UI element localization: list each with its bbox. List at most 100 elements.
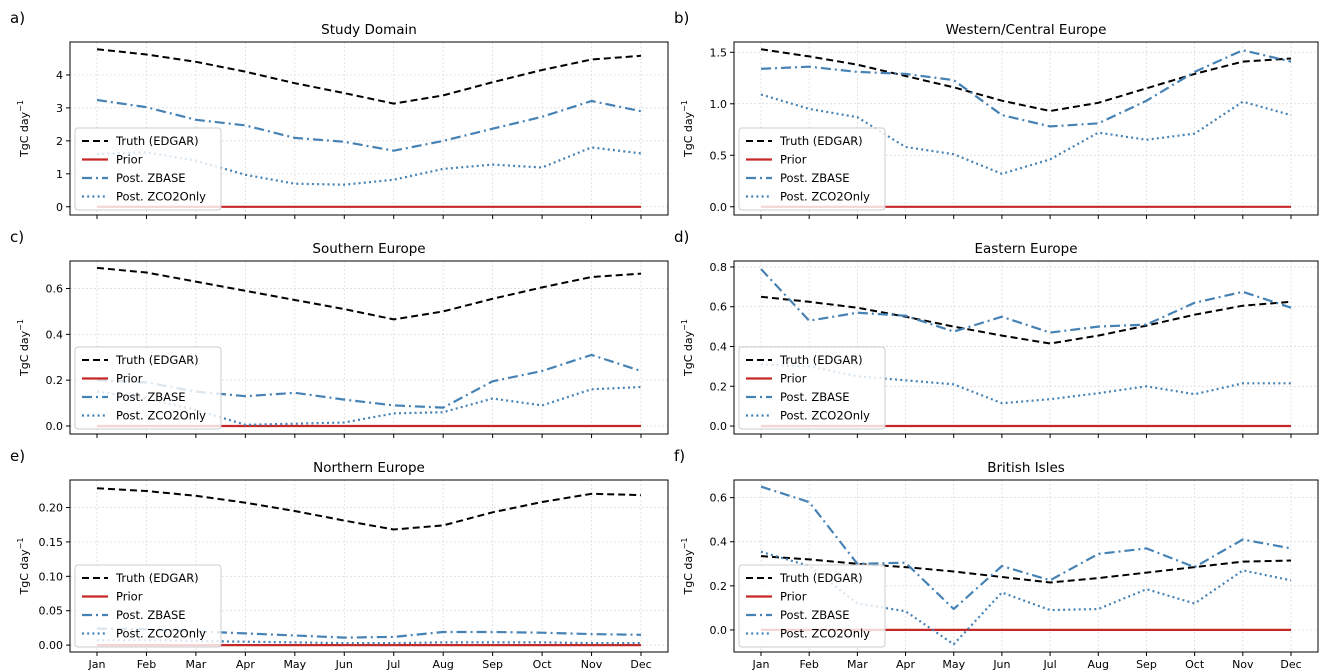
x-tick-label: Jun bbox=[992, 658, 1010, 671]
x-tick-label: Jan bbox=[88, 658, 106, 671]
legend-label: Post. ZBASE bbox=[780, 608, 850, 622]
legend-label: Prior bbox=[780, 372, 807, 386]
x-tick-label: Oct bbox=[533, 658, 553, 671]
y-tick-label: 0.4 bbox=[46, 328, 64, 341]
y-tick-label: 4 bbox=[56, 69, 63, 82]
legend-label: Post. ZBASE bbox=[780, 171, 850, 185]
subplot-title: Western/Central Europe bbox=[946, 22, 1107, 38]
subplot-title: Study Domain bbox=[321, 22, 417, 38]
axes-frame bbox=[733, 479, 1319, 653]
series-line-post-zco2only bbox=[96, 385, 642, 426]
x-tick-label: Sep bbox=[1136, 658, 1157, 671]
legend-label: Prior bbox=[116, 153, 143, 167]
y-tick-label: 0.6 bbox=[710, 301, 728, 314]
legend-label: Post. ZCO2Only bbox=[780, 627, 870, 641]
y-tick-label: 0.5 bbox=[710, 149, 728, 162]
series-line-truth-edgar bbox=[96, 487, 642, 531]
legend-box bbox=[738, 564, 886, 648]
subplot-title: Eastern Europe bbox=[974, 241, 1077, 257]
series-line-post-zco2only bbox=[97, 639, 641, 645]
y-tick-label: 0.6 bbox=[46, 282, 64, 295]
subplot-title: British Isles bbox=[987, 460, 1065, 476]
y-axis-label: TgC day−1 bbox=[16, 319, 31, 377]
subplot-f: 0.0 0.2 0.4 0.6 Jan Feb Mar Apr May Jun Jul Aug Sep O… bbox=[674, 447, 1319, 671]
x-tick-label: Aug bbox=[432, 658, 453, 671]
y-tick-label: 3 bbox=[56, 102, 63, 115]
legend: Truth (EDGAR) Prior Post. ZBASE Post. ZCO2O… bbox=[74, 127, 222, 211]
y-tick-label: 0 bbox=[56, 201, 63, 214]
subplot-b: 0.0 0.5 1.0 1.5 Western/Central Europe b) TgC … bbox=[674, 9, 1319, 219]
series-line-post-zco2only bbox=[96, 146, 642, 186]
y-tick-label: 0.0 bbox=[46, 420, 64, 433]
y-axis-label-exponent: −1 bbox=[680, 100, 689, 112]
legend-label: Truth (EDGAR) bbox=[115, 134, 199, 148]
legend-box bbox=[738, 346, 886, 430]
axes-frame bbox=[733, 260, 1319, 435]
y-axis-label-exponent: −1 bbox=[680, 538, 689, 550]
y-axis-label: TgC day−1 bbox=[680, 319, 695, 377]
series-line-truth-edgar bbox=[96, 48, 642, 105]
y-axis-label: TgC day−1 bbox=[680, 538, 695, 596]
subplot-title: Southern Europe bbox=[312, 241, 425, 257]
y-tick-label: 1 bbox=[56, 168, 63, 181]
y-tick-label: 0.05 bbox=[39, 605, 64, 618]
series-line-truth-edgar bbox=[760, 48, 1292, 112]
x-tick-label: Oct bbox=[1185, 658, 1205, 671]
x-tick-label: Dec bbox=[1280, 658, 1301, 671]
panel-label: e) bbox=[10, 447, 25, 465]
legend-box bbox=[738, 127, 886, 211]
series-line-post-zbase bbox=[760, 268, 1292, 334]
y-axis-label-exponent: −1 bbox=[16, 538, 25, 550]
x-tick-label: Feb bbox=[137, 658, 156, 671]
x-tick-label: Nov bbox=[1232, 658, 1254, 671]
y-tick-label: 0.4 bbox=[710, 536, 728, 549]
legend: Truth (EDGAR) Prior Post. ZBASE Post. ZCO2O… bbox=[74, 346, 222, 430]
legend-label: Truth (EDGAR) bbox=[115, 353, 199, 367]
legend-label: Post. ZBASE bbox=[116, 171, 186, 185]
y-tick-label: 0.0 bbox=[710, 420, 728, 433]
axes-frame bbox=[69, 41, 669, 216]
x-tick-label: Apr bbox=[896, 658, 916, 671]
x-tick-label: Feb bbox=[799, 658, 818, 671]
x-tick-label: Mar bbox=[847, 658, 868, 671]
series-line-post-zco2only bbox=[760, 550, 1292, 646]
axes-frame bbox=[69, 479, 669, 653]
y-tick-label: 1.5 bbox=[710, 46, 728, 59]
x-tick-label: Nov bbox=[581, 658, 603, 671]
legend: Truth (EDGAR) Prior Post. ZBASE Post. ZCO2O… bbox=[738, 346, 886, 430]
y-axis-label-exponent: −1 bbox=[680, 319, 689, 331]
legend-label: Prior bbox=[116, 372, 143, 386]
y-axis-label-exponent: −1 bbox=[16, 319, 25, 331]
legend-label: Truth (EDGAR) bbox=[779, 571, 863, 585]
x-tick-label: Jan bbox=[752, 658, 770, 671]
x-tick-label: May bbox=[942, 658, 965, 671]
x-tick-label: Sep bbox=[482, 658, 503, 671]
series-line-post-zbase bbox=[96, 353, 642, 409]
y-tick-label: 2 bbox=[56, 135, 63, 148]
y-tick-label: 0.0 bbox=[710, 624, 728, 637]
legend: Truth (EDGAR) Prior Post. ZBASE Post. ZCO2O… bbox=[738, 127, 886, 211]
series-line-truth-edgar bbox=[760, 295, 1292, 345]
panel-label: a) bbox=[10, 9, 25, 27]
panel-label: b) bbox=[674, 9, 689, 27]
legend-label: Truth (EDGAR) bbox=[779, 353, 863, 367]
y-tick-label: 0.00 bbox=[39, 639, 64, 652]
legend-label: Post. ZCO2Only bbox=[116, 190, 206, 204]
legend-label: Post. ZBASE bbox=[116, 390, 186, 404]
legend-box bbox=[74, 346, 222, 430]
subplot-title: Northern Europe bbox=[313, 460, 425, 476]
x-tick-label: Jun bbox=[335, 658, 353, 671]
y-tick-label: 0.8 bbox=[710, 261, 728, 274]
y-tick-label: 0.10 bbox=[39, 570, 64, 583]
panel-label: c) bbox=[10, 228, 24, 246]
x-tick-label: May bbox=[283, 658, 306, 671]
y-tick-label: 0.2 bbox=[46, 374, 64, 387]
legend: Truth (EDGAR) Prior Post. ZBASE Post. ZCO2O… bbox=[74, 564, 222, 648]
axes-frame bbox=[733, 41, 1319, 216]
subplot-d: 0.0 0.2 0.4 0.6 0.8 Eastern Europe d) TgC day−1… bbox=[674, 228, 1319, 438]
y-tick-label: 0.20 bbox=[39, 502, 64, 515]
y-axis-label: TgC day−1 bbox=[16, 538, 31, 596]
x-tick-label: Dec bbox=[630, 658, 651, 671]
legend-label: Prior bbox=[780, 153, 807, 167]
